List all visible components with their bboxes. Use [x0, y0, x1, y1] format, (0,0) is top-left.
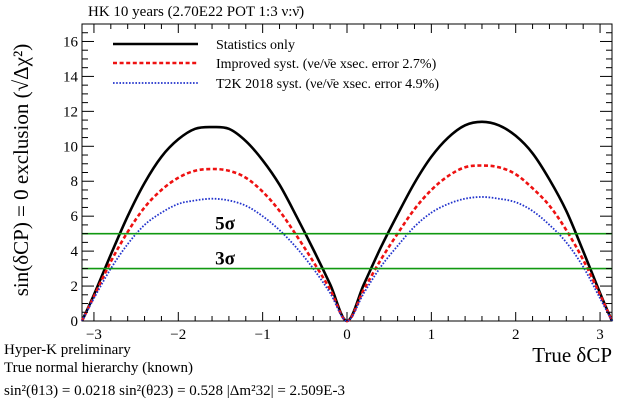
y-tick-label-7: 14 — [63, 69, 79, 85]
reference-label-0: 5σ — [215, 214, 236, 235]
legend-label-2: T2K 2018 syst. (νe/ν̄e xsec. error 4.9%) — [216, 77, 439, 92]
y-tick-label-0: 0 — [71, 314, 79, 330]
x-tick-label-1: −2 — [170, 327, 186, 343]
reference-label-1: 3σ — [215, 249, 236, 270]
legend-label-0: Statistics only — [216, 38, 295, 53]
x-tick-label-5: 2 — [512, 327, 520, 343]
y-tick-label-3: 6 — [71, 209, 79, 225]
hierarchy-note: True normal hierarchy (known) — [4, 360, 193, 376]
series-line-0 — [80, 120, 614, 323]
labels: HK 10 years (2.70E22 POT 1:3 ν:ν̄) True δ… — [9, 4, 612, 367]
legend-label-1: Improved syst. (νe/ν̄e xsec. error 2.7%) — [216, 57, 437, 72]
x-axis-label: True δCP — [532, 343, 612, 367]
parameters-note: sin²(θ13) = 0.0218 sin²(θ23) = 0.528 |Δm… — [4, 383, 345, 399]
y-tick-label-2: 4 — [71, 244, 79, 260]
reference-lines: 5σ 3σ — [82, 214, 612, 270]
series-line-2 — [81, 196, 613, 322]
preliminary-note: Hyper-K preliminary — [4, 342, 131, 358]
x-tick-label-0: −3 — [86, 327, 102, 343]
series-line-1 — [80, 164, 614, 323]
x-tick-label-4: 1 — [428, 327, 436, 343]
x-tick-label-2: −1 — [255, 327, 271, 343]
x-tick-label-6: 3 — [596, 327, 604, 343]
y-tick-label-1: 2 — [71, 279, 79, 295]
chart-title: HK 10 years (2.70E22 POT 1:3 ν:ν̄) — [88, 4, 304, 20]
y-tick-label-5: 10 — [63, 139, 78, 155]
x-tick-label-3: 0 — [343, 327, 351, 343]
legend: Statistics only Improved syst. (νe/ν̄e xs… — [113, 38, 439, 92]
y-tick-label-4: 8 — [71, 174, 79, 190]
data-layer — [80, 120, 614, 323]
y-tick-label-8: 16 — [63, 34, 79, 50]
y-axis-label: sin(δCP) = 0 exclusion (√Δχ²) — [9, 44, 33, 297]
y-tick-label-6: 12 — [63, 104, 78, 120]
